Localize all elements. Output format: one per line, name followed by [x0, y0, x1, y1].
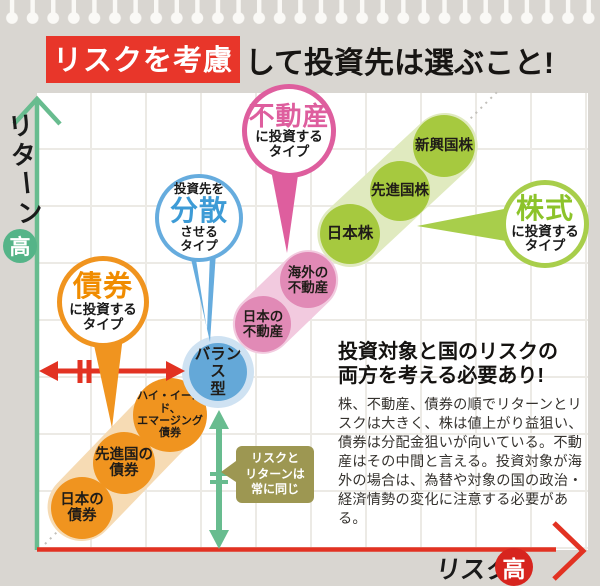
title-rest: して投資先は選ぶこと! [244, 46, 555, 80]
risk-return-note-box: リスクと リターンは 常に同じ [236, 446, 314, 503]
node-emerging-stocks: 新興国株 [413, 115, 475, 177]
diversify-keyword: 分散 [169, 195, 228, 227]
node-japan-stocks: 日本株 [320, 204, 380, 264]
node-overseas-realestate: 海外の 不動産 [280, 252, 336, 308]
pin-strip-decoration [2, 0, 600, 27]
bonds-type-bubble: 債券 に投資する タイプ [57, 256, 149, 348]
diversify-type-bubble: 投資先を 分散 させる タイプ [155, 174, 243, 262]
info-body: 株、不動産、債券の順でリターンとリスクは大きく、株は値上がり益狙い、債券は分配金… [338, 397, 583, 528]
node-developed-stocks: 先進国株 [370, 161, 430, 221]
x-axis-high-badge: 高 [495, 548, 533, 586]
node-balanced-fund: バランス 型 [189, 343, 247, 401]
realestate-type-bubble: 不動産 に投資する タイプ [242, 84, 336, 178]
y-axis-high-badge: 高 [3, 229, 37, 263]
info-text-block: 投資対象と国のリスクの 両方を考える必要あり! 株、不動産、債券の順でリターンと… [338, 341, 588, 529]
page-title: リスクを考慮 して投資先は選ぶこと! [0, 36, 600, 83]
bonds-keyword: 債券 [72, 270, 133, 303]
stocks-keyword: 株式 [515, 193, 574, 225]
node-japan-realestate: 日本の 不動産 [235, 296, 291, 352]
realestate-keyword: 不動産 [248, 101, 330, 132]
stocks-type-bubble: 株式 に投資する タイプ [501, 180, 589, 268]
info-heading: 投資対象と国のリスクの 両方を考える必要あり! [338, 341, 558, 387]
title-highlight: リスクを考慮 [45, 36, 240, 83]
